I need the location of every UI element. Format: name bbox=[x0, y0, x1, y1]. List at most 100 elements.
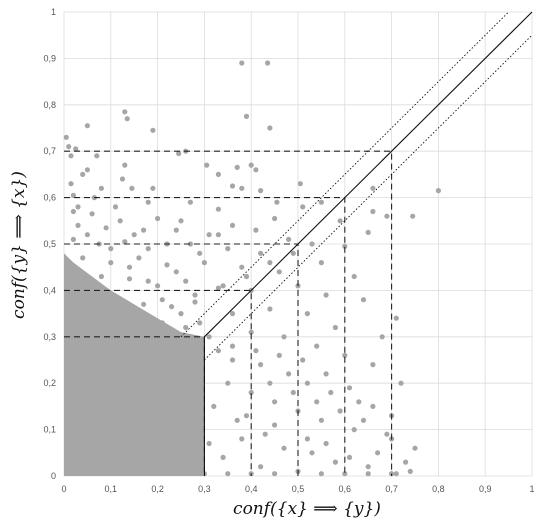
x-tick-label: 0,3 bbox=[198, 484, 211, 494]
scatter-point bbox=[393, 471, 399, 477]
scatter-point bbox=[258, 362, 264, 368]
y-tick-label: 0 bbox=[51, 471, 56, 481]
scatter-point bbox=[75, 306, 81, 312]
scatter-point bbox=[323, 292, 329, 298]
scatter-point bbox=[318, 199, 324, 205]
y-tick-label: 0,3 bbox=[43, 332, 56, 342]
scatter-point bbox=[351, 427, 357, 433]
scatter-point bbox=[267, 380, 273, 386]
scatter-point bbox=[98, 185, 104, 191]
scatter-point bbox=[384, 213, 390, 219]
scatter-point bbox=[129, 185, 135, 191]
reference-lines bbox=[180, 11, 533, 476]
y-tick-label: 0,9 bbox=[43, 53, 56, 63]
scatter-point bbox=[332, 324, 338, 331]
x-tick-label: 0,8 bbox=[432, 484, 445, 494]
x-axis-title: conf({x} ⟹ {y}) bbox=[233, 499, 381, 519]
scatter-point bbox=[192, 292, 198, 298]
scatter-point bbox=[435, 188, 441, 194]
scatter-point bbox=[215, 232, 221, 238]
scatter-point bbox=[145, 246, 151, 252]
scatter-point bbox=[103, 313, 109, 319]
scatter-point bbox=[164, 262, 170, 268]
y-axis-title: conf({y} ⟹ {x}) bbox=[9, 171, 29, 319]
y-axis-ticks: 0 0,1 0,2 0,3 0,4 0,5 0,6 0,7 0,8 0,9 1 bbox=[43, 7, 56, 481]
scatter-point bbox=[215, 171, 221, 177]
scatter-point bbox=[318, 471, 324, 477]
scatter-point bbox=[94, 327, 100, 333]
scatter-point bbox=[272, 471, 278, 477]
scatter-point bbox=[229, 183, 236, 189]
scatter-point bbox=[225, 246, 231, 252]
scatter-point bbox=[94, 153, 100, 159]
y-tick-label: 0,2 bbox=[43, 378, 56, 388]
scatter-point bbox=[206, 334, 212, 340]
scatter-point bbox=[253, 348, 259, 354]
scatter-point bbox=[117, 218, 123, 224]
scatter-point bbox=[131, 315, 137, 321]
scatter-point bbox=[108, 260, 114, 266]
scatter-point bbox=[159, 320, 165, 326]
scatter-point bbox=[119, 176, 126, 182]
x-tick-label: 0,2 bbox=[151, 484, 164, 494]
scatter-point bbox=[258, 250, 264, 256]
scatter-point bbox=[375, 450, 381, 456]
scatter-point bbox=[248, 162, 254, 168]
scatter-point bbox=[108, 246, 114, 252]
scatter-point bbox=[84, 123, 90, 129]
scatter-point bbox=[117, 297, 123, 303]
scatter-point bbox=[75, 222, 81, 228]
scatter-point bbox=[412, 445, 418, 451]
scatter-point bbox=[398, 380, 404, 386]
dense-point-cloud bbox=[64, 253, 205, 476]
scatter-point bbox=[234, 417, 240, 423]
scatter-point bbox=[314, 399, 320, 405]
scatter-point bbox=[173, 227, 179, 233]
scatter-point bbox=[234, 164, 240, 170]
scatter-point bbox=[122, 109, 128, 115]
scatter-point bbox=[229, 311, 236, 317]
scatter-point bbox=[253, 167, 259, 173]
scatter-point bbox=[150, 185, 156, 191]
scatter-point bbox=[84, 167, 90, 173]
scatter-point bbox=[407, 468, 413, 474]
x-tick-label: 0,4 bbox=[245, 484, 258, 494]
scatter-point bbox=[215, 348, 221, 354]
x-tick-label: 0,9 bbox=[479, 484, 492, 494]
scatter-point bbox=[248, 329, 254, 335]
scatter-point bbox=[304, 380, 310, 386]
y-tick-label: 0,8 bbox=[43, 100, 56, 110]
scatter-point bbox=[178, 218, 184, 224]
scatter-point bbox=[253, 227, 259, 233]
scatter-point bbox=[272, 422, 278, 428]
scatter-point bbox=[187, 199, 193, 205]
scatter-point bbox=[360, 417, 367, 423]
scatter-point bbox=[346, 385, 353, 391]
scatter-point bbox=[346, 454, 353, 460]
scatter-point bbox=[370, 362, 376, 368]
scatter-point bbox=[290, 250, 296, 256]
scatter-point bbox=[328, 389, 334, 396]
x-tick-label: 0 bbox=[61, 484, 66, 494]
scatter-point bbox=[309, 450, 315, 456]
scatter-point bbox=[141, 227, 147, 233]
x-tick-label: 0,6 bbox=[339, 484, 352, 494]
scatter-point bbox=[89, 211, 95, 217]
scatter-point bbox=[131, 232, 137, 238]
scatter-point bbox=[136, 331, 142, 338]
dense-cloud-area bbox=[64, 253, 205, 476]
scatter-point bbox=[360, 297, 367, 303]
scatter-point bbox=[220, 454, 226, 460]
scatter-point bbox=[159, 297, 165, 303]
scatter-point bbox=[351, 273, 357, 280]
scatter-point bbox=[80, 255, 86, 261]
scatter-point bbox=[70, 324, 76, 331]
scatter-point bbox=[309, 241, 315, 247]
scatter-point bbox=[176, 150, 182, 157]
scatter-point bbox=[318, 260, 324, 266]
scatter-point bbox=[225, 380, 231, 386]
scatter-point bbox=[323, 440, 329, 447]
scatter-point bbox=[272, 399, 278, 405]
scatter-point bbox=[243, 273, 250, 280]
scatter-point bbox=[98, 273, 104, 280]
